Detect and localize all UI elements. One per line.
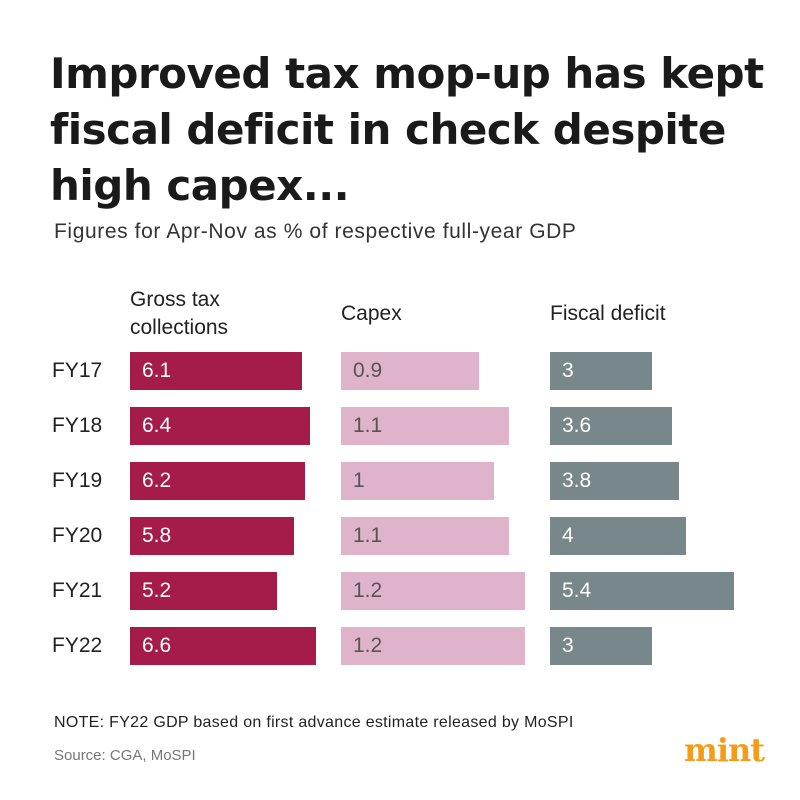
bar-fiscal-fy18: 3.6	[550, 407, 672, 445]
bar-capex-fy19: 1	[341, 462, 494, 500]
row-label-fy21: FY21	[52, 579, 103, 602]
mint-logo: mint	[684, 731, 765, 769]
bar-tax-fy22: 6.6	[130, 627, 316, 665]
bar-tax-fy18: 6.4	[130, 407, 310, 445]
bar-fiscal-fy21: 5.4	[550, 572, 734, 610]
bar-tax-fy17: 6.1	[130, 352, 302, 390]
bar-fiscal-fy17: 3	[550, 352, 652, 390]
bar-capex-fy21: 1.2	[341, 572, 525, 610]
column-header-2: Fiscal deficit	[550, 302, 666, 325]
bar-capex-fy17: 0.9	[341, 352, 479, 390]
chart-subtitle: Figures for Apr-Nov as % of respective f…	[54, 220, 577, 243]
chart-note: NOTE: FY22 GDP based on first advance es…	[54, 714, 574, 731]
chart-title: Improved tax mop-up has kept fiscal defi…	[50, 49, 764, 210]
chart-source: Source: CGA, MoSPI	[54, 747, 196, 764]
bar-capex-fy20: 1.1	[341, 517, 509, 555]
column-header-1: Capex	[341, 302, 402, 325]
bar-tax-fy19: 6.2	[130, 462, 305, 500]
bar-tax-fy20: 5.8	[130, 517, 294, 555]
bar-fiscal-fy20: 4	[550, 517, 686, 555]
row-label-fy18: FY18	[52, 414, 103, 437]
row-label-fy19: FY19	[52, 469, 103, 492]
bar-tax-fy21: 5.2	[130, 572, 277, 610]
bar-capex-fy22: 1.2	[341, 627, 525, 665]
bar-capex-fy18: 1.1	[341, 407, 509, 445]
row-label-fy22: FY22	[52, 634, 103, 657]
column-header-0: Gross tax collections	[130, 288, 229, 339]
row-label-fy20: FY20	[52, 524, 103, 547]
bar-fiscal-fy22: 3	[550, 627, 652, 665]
bar-fiscal-fy19: 3.8	[550, 462, 679, 500]
row-label-fy17: FY17	[52, 359, 103, 382]
